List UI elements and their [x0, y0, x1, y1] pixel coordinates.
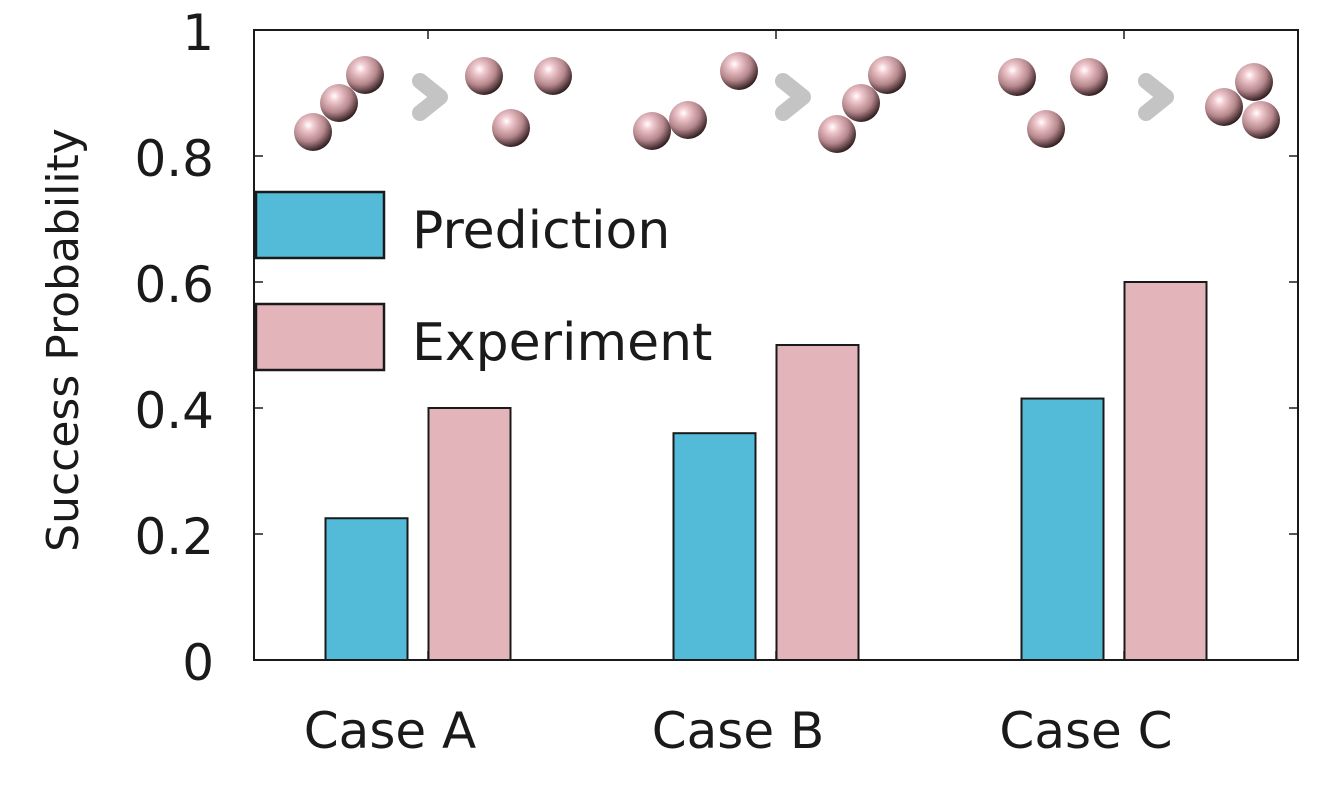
y-tick-label: 0.2 [134, 508, 214, 566]
bar-experiment-case-c [1123, 281, 1208, 661]
legend-label: Prediction [412, 201, 670, 261]
pink-sphere-icon [1242, 101, 1280, 139]
pink-sphere-icon [633, 112, 671, 150]
y-tick-label: 0.4 [134, 382, 214, 440]
pink-sphere-icon [868, 56, 906, 94]
y-tick-label: 0.6 [134, 256, 214, 314]
x-tick-label: Case B [652, 702, 825, 760]
bar-prediction-case-b [672, 432, 757, 662]
bar-experiment-case-a [427, 407, 512, 661]
legend-label: Experiment [412, 313, 712, 373]
chevron-right-icon [775, 73, 811, 121]
y-tick-label: 1 [182, 4, 214, 62]
pink-sphere-icon [998, 58, 1036, 96]
chevron-right-icon [1138, 73, 1174, 121]
bar-experiment-case-b [775, 344, 860, 661]
pink-sphere-icon [320, 84, 358, 122]
pink-sphere-icon [1235, 63, 1273, 101]
legend-swatch [254, 190, 386, 260]
pink-sphere-icon [720, 52, 758, 90]
pink-sphere-icon [294, 113, 332, 151]
y-tick-label: 0 [182, 634, 214, 692]
pink-sphere-icon [346, 56, 384, 94]
chevron-right-icon [412, 73, 448, 121]
x-tick-label: Case A [304, 702, 476, 760]
pink-sphere-icon [842, 84, 880, 122]
pink-sphere-icon [1070, 58, 1108, 96]
pink-sphere-icon [818, 115, 856, 153]
pink-sphere-icon [492, 109, 530, 147]
pink-sphere-icon [534, 57, 572, 95]
y-axis-label: Success Probability [38, 128, 89, 552]
y-tick-label: 0.8 [134, 130, 214, 188]
pink-sphere-icon [1205, 88, 1243, 126]
x-tick-label: Case C [999, 702, 1172, 760]
pink-sphere-icon [465, 57, 503, 95]
bar-prediction-case-c [1020, 397, 1105, 661]
pink-sphere-icon [1027, 110, 1065, 148]
pink-sphere-icon [669, 101, 707, 139]
bar-prediction-case-a [324, 517, 409, 661]
legend-swatch [254, 302, 386, 372]
